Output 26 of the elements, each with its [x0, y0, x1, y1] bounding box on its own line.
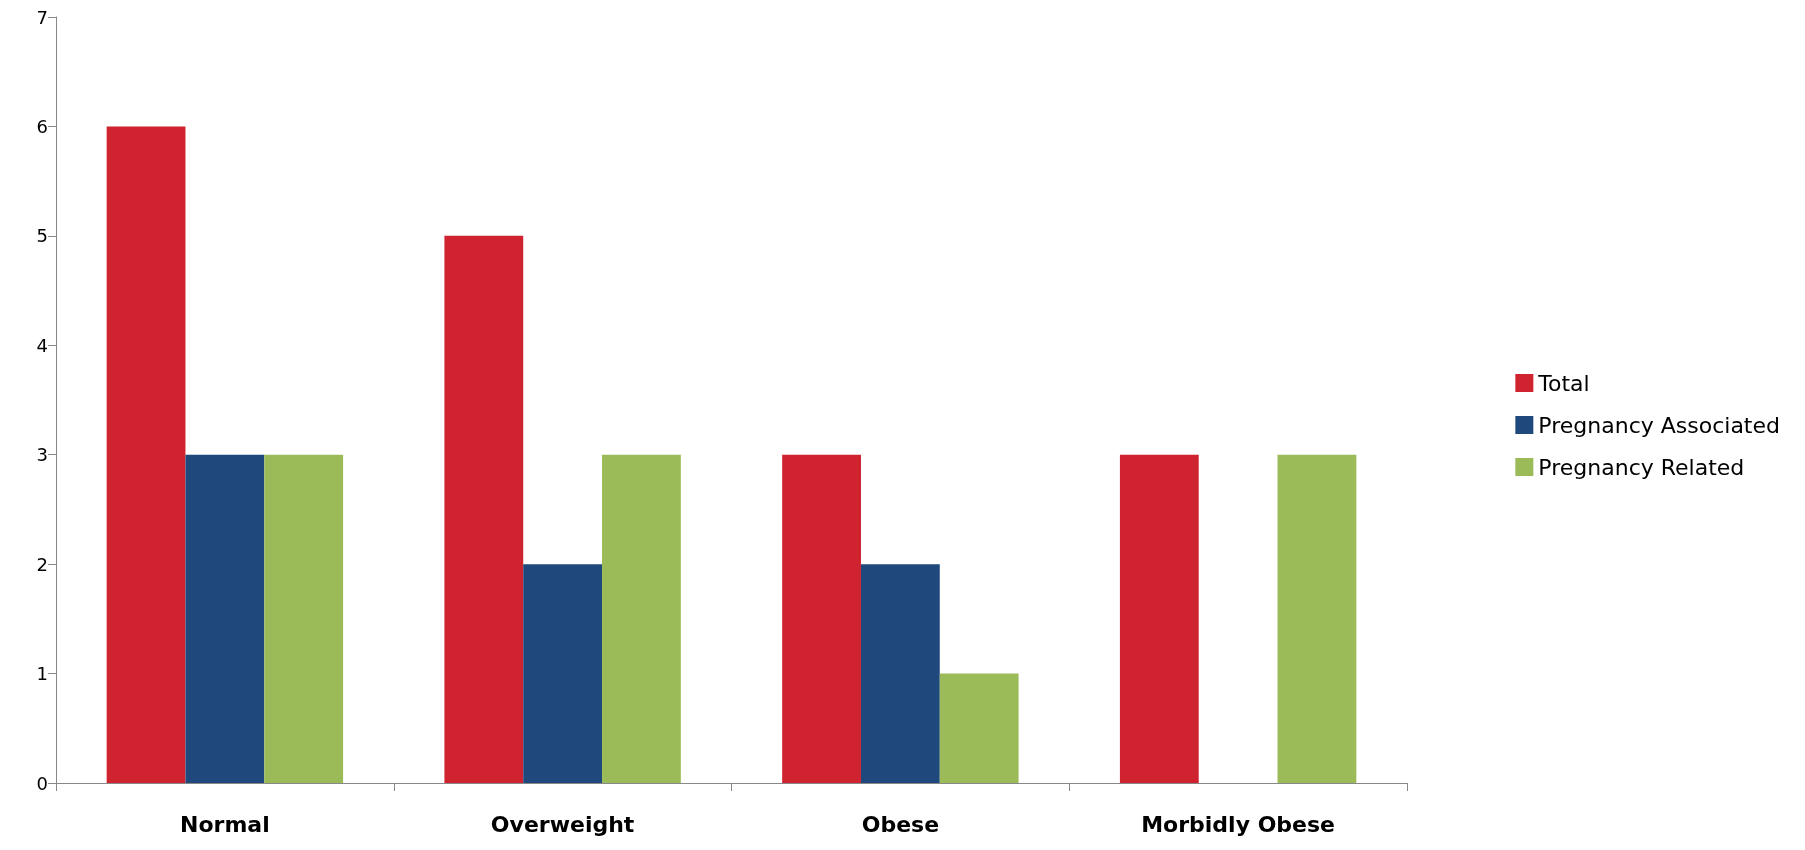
bar — [444, 235, 524, 783]
y-tick-label: 1 — [36, 663, 48, 685]
bar — [185, 454, 265, 783]
x-tick-label: Obese — [861, 811, 940, 837]
bar — [264, 454, 344, 783]
bar — [782, 454, 861, 783]
bar — [602, 454, 681, 783]
bar — [1277, 454, 1357, 783]
y-tick-label: 5 — [36, 225, 48, 247]
bar — [523, 564, 603, 783]
x-tick-label: Morbidly Obese — [1141, 811, 1336, 837]
y-tick-label: 0 — [36, 772, 48, 794]
y-tick-label: 6 — [36, 115, 48, 137]
bar — [860, 564, 940, 783]
y-tick-label: 3 — [36, 444, 48, 466]
legend-label: Pregnancy Related — [1538, 454, 1745, 480]
legend-label: Pregnancy Associated — [1538, 412, 1780, 438]
x-tick-label: Normal — [180, 811, 270, 837]
y-tick-label: 2 — [36, 553, 48, 575]
bar — [939, 673, 1019, 783]
bar — [1119, 454, 1199, 783]
x-tick-label: Overweight — [490, 811, 635, 837]
y-tick-label: 4 — [36, 334, 48, 356]
y-tick-label: 7 — [36, 6, 48, 28]
bar — [106, 126, 186, 783]
legend-label: Total — [1537, 370, 1590, 396]
